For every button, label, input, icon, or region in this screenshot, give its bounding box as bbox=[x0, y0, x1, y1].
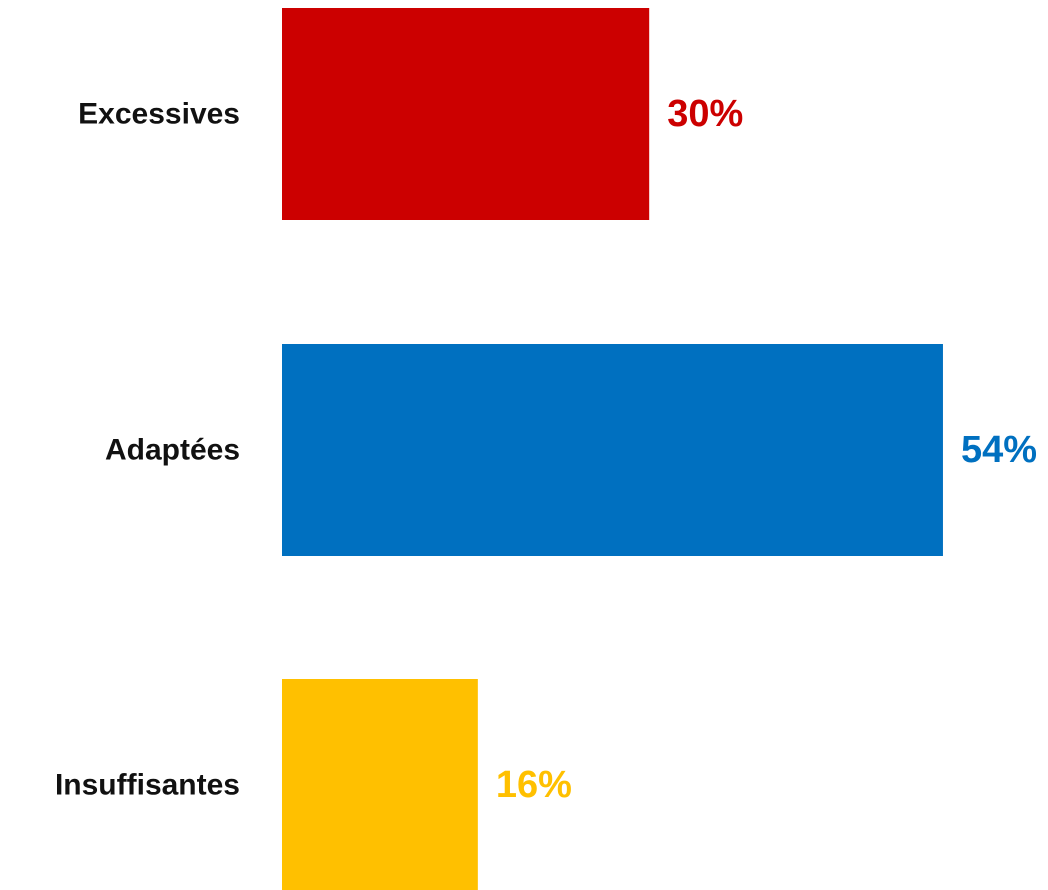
category-label-adaptees: Adaptées bbox=[105, 434, 240, 467]
category-label-insuffisantes: Insuffisantes bbox=[55, 769, 240, 802]
bar-excessives bbox=[282, 8, 650, 220]
bar-adaptees bbox=[282, 344, 943, 556]
value-label-excessives: 30% bbox=[667, 93, 743, 135]
value-label-adaptees: 54% bbox=[961, 429, 1037, 471]
value-label-insuffisantes: 16% bbox=[496, 764, 572, 806]
category-label-excessives: Excessives bbox=[78, 98, 240, 131]
bar-insuffisantes bbox=[282, 679, 478, 890]
